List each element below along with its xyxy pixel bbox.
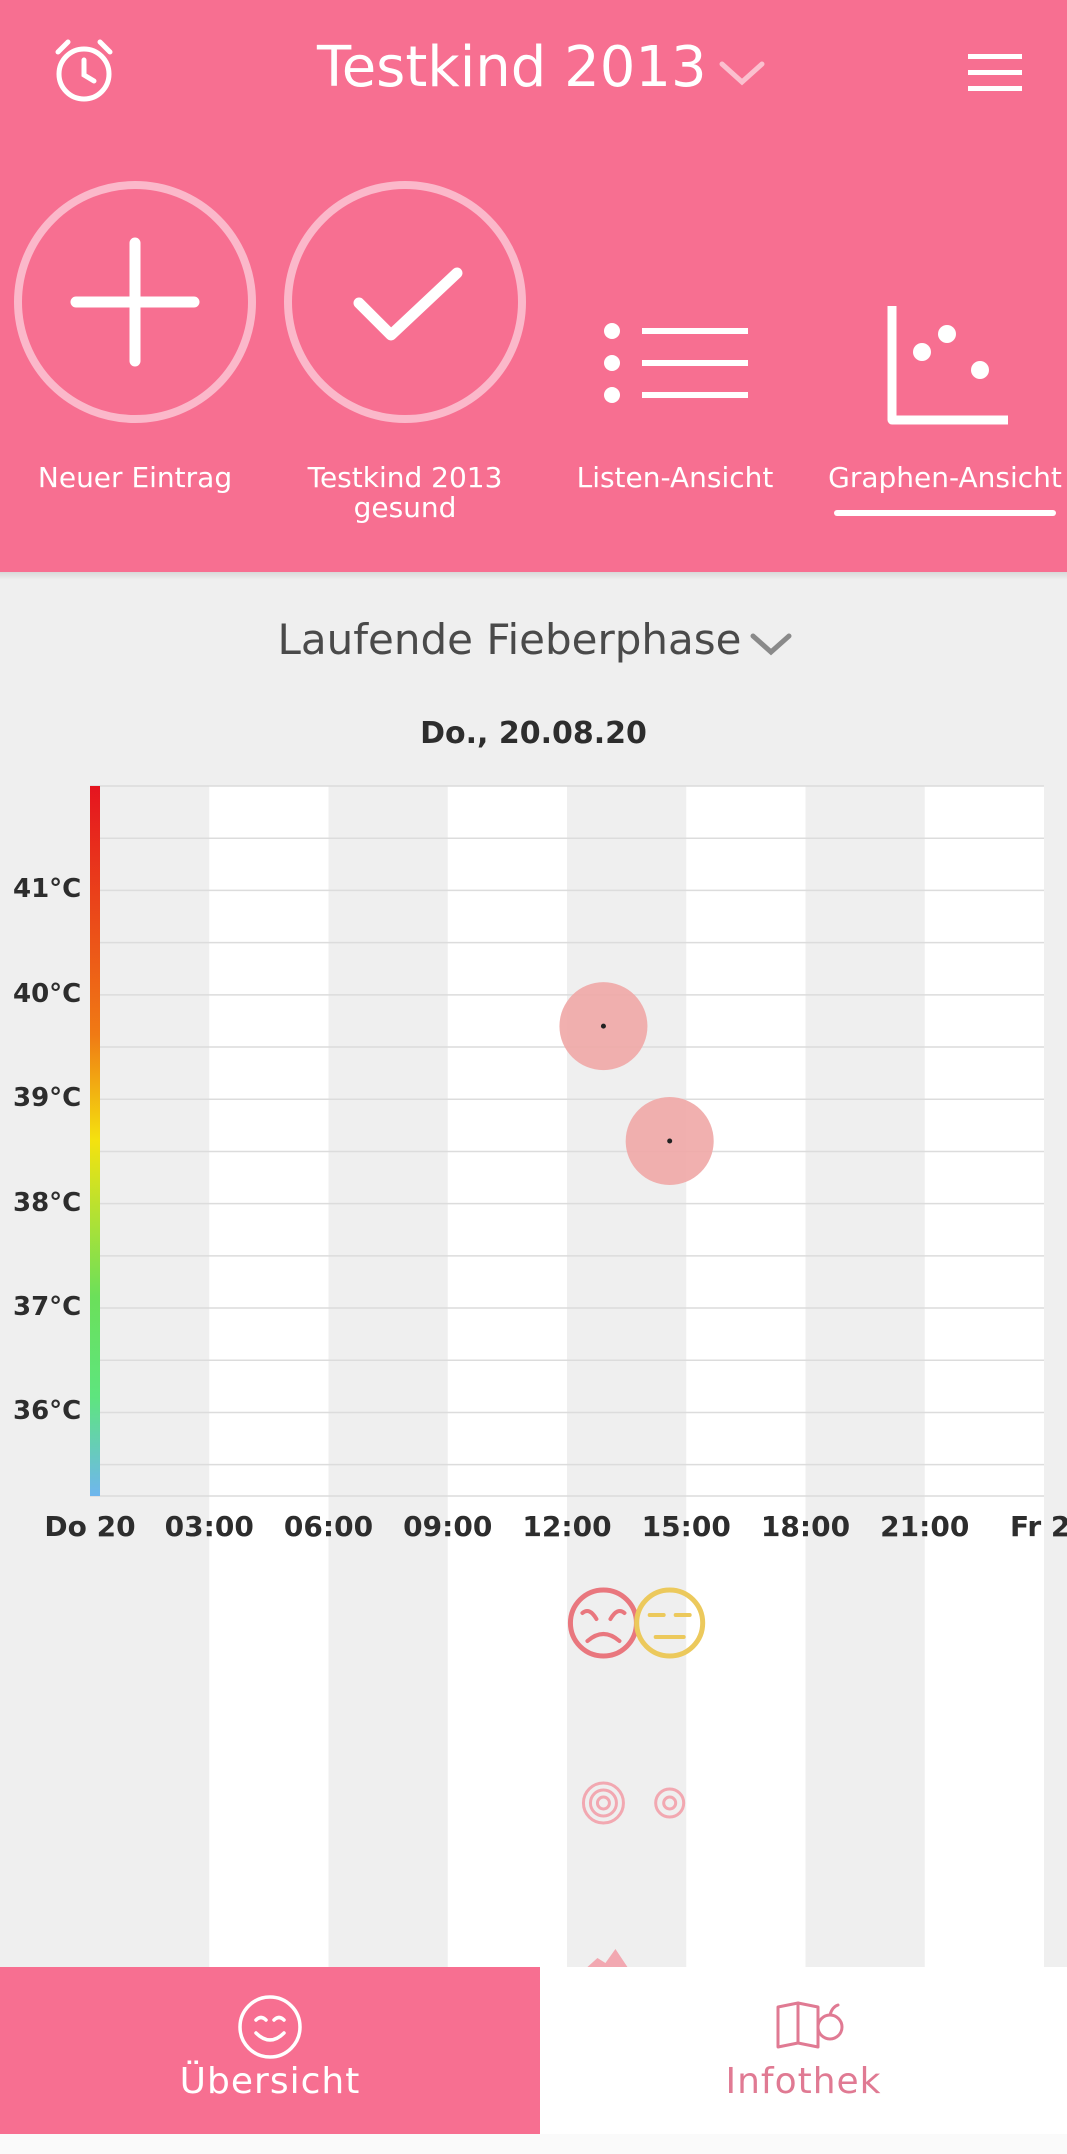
- chevron-down-icon[interactable]: [748, 626, 794, 662]
- x-tick-label: Do 20: [44, 1510, 136, 1543]
- x-tick-label: 21:00: [880, 1510, 970, 1543]
- time-band: [447, 786, 567, 1967]
- header-shadow: [0, 572, 1067, 580]
- x-tick-label: 03:00: [164, 1510, 254, 1543]
- sad-face-icon: [567, 1587, 639, 1659]
- alarm-clock-icon[interactable]: [48, 34, 120, 106]
- hamburger-menu-icon[interactable]: [964, 48, 1026, 98]
- x-tick-label: Fr 21: [1010, 1510, 1067, 1543]
- book-apple-icon: [776, 2001, 844, 2049]
- y-tick-label: 37°C: [13, 1292, 82, 1323]
- new-entry-button[interactable]: Neuer Eintrag: [10, 0, 260, 560]
- temperature-color-bar: [90, 786, 100, 1496]
- temperature-point-center: [667, 1138, 673, 1144]
- app-header: Testkind 2013 Neuer Eintrag Testkind 201…: [0, 0, 1067, 572]
- active-tab-indicator: [834, 510, 1056, 516]
- concentric-rings-small-icon: [654, 1787, 686, 1819]
- scatter-graph-icon: [887, 306, 1008, 425]
- bottom-navigation: Übersicht Infothek: [0, 1967, 1067, 2154]
- y-tick-label: 41°C: [13, 874, 82, 905]
- chevron-down-icon[interactable]: [716, 52, 768, 92]
- graph-view-tab[interactable]: Graphen-Ansicht: [826, 0, 1064, 560]
- x-tick-label: 12:00: [522, 1510, 612, 1543]
- y-tick-label: 38°C: [13, 1187, 82, 1218]
- phase-selector[interactable]: Laufende Fieberphase: [0, 608, 1067, 672]
- x-tick-label: 15:00: [641, 1510, 731, 1543]
- x-tick-label: 06:00: [283, 1510, 374, 1543]
- mark-healthy-label-line2: gesund: [353, 491, 457, 524]
- y-tick-label: 36°C: [13, 1396, 82, 1427]
- neutral-face-icon: [634, 1587, 706, 1659]
- phase-selector-label: Laufende Fieberphase: [277, 615, 742, 664]
- y-tick-label: 39°C: [13, 1083, 82, 1114]
- x-tick-label: 09:00: [403, 1510, 493, 1543]
- list-view-label: Listen-Ansicht: [576, 461, 774, 494]
- time-band: [209, 786, 329, 1967]
- chart-date-title: Do., 20.08.20: [420, 716, 647, 751]
- plus-circle-icon: [14, 181, 256, 423]
- mark-healthy-label-line1: Testkind 2013: [307, 461, 503, 494]
- temperature-point-center: [600, 1023, 606, 1029]
- x-tick-label: 18:00: [760, 1510, 851, 1543]
- nav-overview-label: Übersicht: [179, 2061, 361, 2102]
- nav-bottom-strip: [0, 2134, 1067, 2154]
- time-band: [924, 786, 1044, 1967]
- y-tick-label: 40°C: [13, 978, 82, 1009]
- graph-view-label: Graphen-Ansicht: [828, 461, 1062, 494]
- time-band: [686, 786, 806, 1967]
- list-icon: [604, 323, 748, 403]
- smiley-face-icon: [238, 1995, 302, 2059]
- partial-symptom-icon: [587, 1949, 628, 1967]
- concentric-rings-large-icon: [581, 1781, 625, 1825]
- check-circle-icon: [284, 181, 526, 423]
- nav-infothek-label: Infothek: [725, 2061, 882, 2102]
- mark-healthy-button[interactable]: Testkind 2013 gesund: [280, 0, 530, 560]
- nav-infothek-tab[interactable]: Infothek: [540, 1967, 1067, 2134]
- child-selector-title[interactable]: Testkind 2013: [317, 35, 707, 100]
- new-entry-label: Neuer Eintrag: [37, 461, 233, 494]
- temperature-chart[interactable]: [0, 780, 1067, 1967]
- list-view-tab[interactable]: Listen-Ansicht: [560, 0, 790, 560]
- nav-overview-tab[interactable]: Übersicht: [0, 1967, 540, 2134]
